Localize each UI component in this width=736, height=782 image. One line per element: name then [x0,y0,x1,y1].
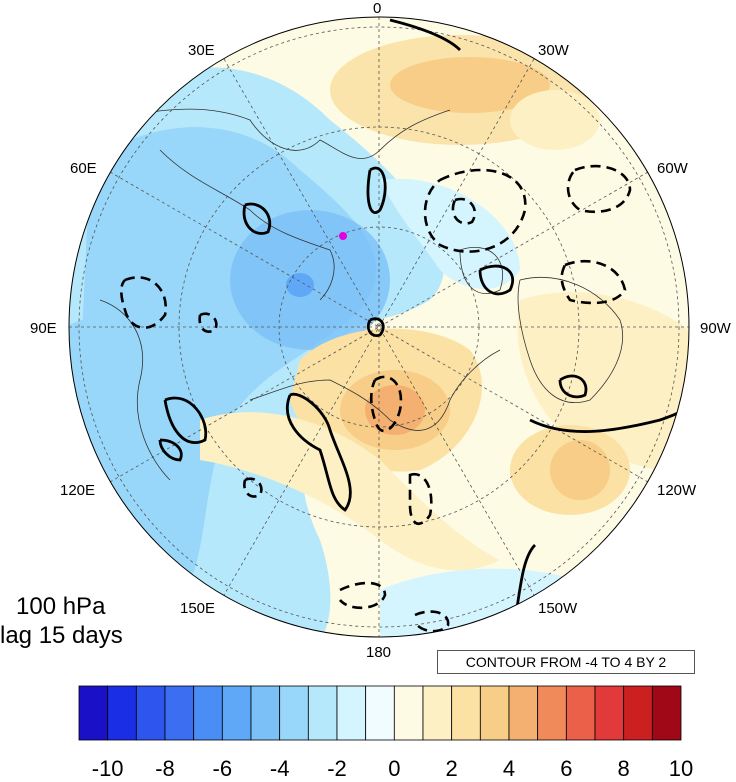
colorbar-tick-label: 2 [445,756,458,781]
level-label: 100 hPa [16,593,106,620]
contours [158,18,689,637]
map-boundary [68,16,690,638]
colorbar-swatch [107,685,137,741]
colorbar-tick-label: 10 [668,756,694,781]
colorbar-swatch [365,685,395,741]
colorbar-swatch [279,685,309,741]
colorbar-swatch [307,685,338,741]
lag-label: lag 15 days [0,622,123,649]
colorbar-swatch [250,685,281,741]
lon-label-30e: 30E [188,42,215,59]
colorbar-swatch [479,685,510,741]
colorbar-swatch [164,685,195,741]
colorbar-swatch [508,685,539,741]
shaded-field [69,17,689,637]
contour-info-box: CONTOUR FROM -4 TO 4 BY 2 [437,650,695,674]
lon-label-90e: 90E [30,320,57,337]
lon-label-90w: 90W [700,320,731,337]
colorbar-swatch [451,685,481,741]
colorbar-tick-label: -8 [155,756,175,781]
colorbar-tick-label: 0 [388,756,401,781]
lon-label-120e: 120E [60,482,96,499]
colorbar [78,685,682,741]
lon-label-60w: 60W [657,160,688,177]
lon-label-180: 180 [366,644,392,661]
colorbar-tick-label: 4 [502,756,516,781]
coastlines [79,108,624,481]
colorbar-swatch [78,685,109,741]
colorbar-swatch [221,685,252,741]
colorbar-swatch [422,685,453,741]
colorbar-tick-label: 8 [617,756,630,781]
colorbar-swatch [594,685,625,741]
colorbar-swatch [651,685,682,741]
colorbar-tick-label: -4 [269,756,290,781]
location-marker [339,232,347,240]
lon-label-120w: 120W [657,482,697,499]
lon-label-60e: 60E [70,160,97,177]
lon-label-0: 0 [373,0,382,17]
negative-contours [119,164,632,633]
colorbar-swatch [537,685,567,741]
lon-label-150e: 150E [180,600,216,617]
lon-label-150w: 150W [538,600,578,617]
colorbar-swatch [565,685,596,741]
colorbar-swatch [623,685,653,741]
colorbar-swatch [393,685,424,741]
colorbar-swatch [336,685,367,741]
colorbar-tick-label: -10 [91,756,124,781]
colorbar-swatch [135,685,166,741]
colorbar-tick-label: 6 [560,756,573,781]
colorbar-tick-label: -2 [327,756,347,781]
lon-label-30w: 30W [538,42,569,59]
colorbar-tick-label: -6 [212,756,233,781]
colorbar-swatch [193,685,223,741]
